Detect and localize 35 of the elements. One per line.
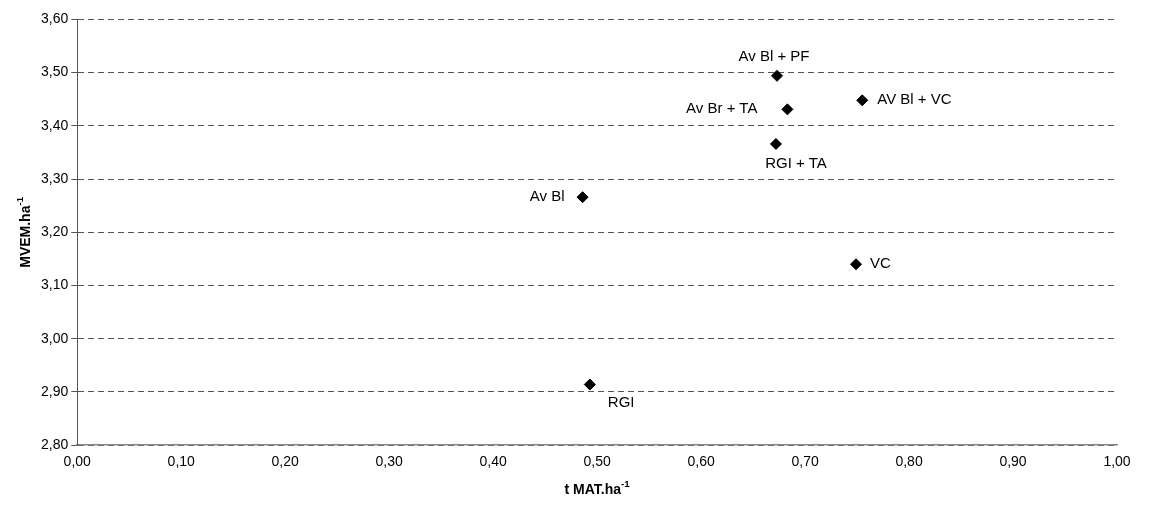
point	[583, 378, 596, 391]
point	[856, 94, 869, 107]
x-tick-label: 0,90	[999, 453, 1027, 470]
annotation: RGI + TA	[765, 154, 827, 172]
x-tick-label: 0,10	[167, 453, 196, 470]
annotation: RGI	[607, 392, 635, 410]
point	[850, 258, 863, 271]
y-tick-label: 3,50	[41, 63, 69, 80]
x-tick-label: 0,30	[375, 453, 404, 470]
x-tick-label: 1,00	[1103, 453, 1131, 470]
y-tick-label: 3,60	[41, 10, 69, 27]
annotation: Av Bl + PF	[738, 46, 810, 64]
point	[576, 191, 589, 204]
x-tick-label: 0,70	[791, 453, 819, 470]
y-tick-label: 3,00	[41, 329, 69, 346]
annotation: Av Bl	[529, 187, 565, 205]
annotation: VC	[870, 254, 892, 272]
annotation: Av Br + TA	[686, 99, 758, 117]
x-tick-label: 0,60	[687, 453, 715, 470]
y-tick-label: 3,20	[41, 223, 69, 240]
y-tick-label: 3,10	[41, 276, 69, 293]
x-tick-label: 0,20	[271, 453, 300, 470]
y-axis-title: MVEM.ha-1	[14, 196, 33, 268]
y-tick-label: 2,80	[41, 436, 69, 453]
x-tick-label: 0,80	[895, 453, 923, 470]
y-tick-label: 3,40	[41, 116, 69, 133]
x-tick-label: 0,40	[479, 453, 507, 470]
y-tick-label: 2,90	[41, 382, 69, 399]
point	[781, 103, 794, 116]
y-tick-label: 3,30	[41, 169, 69, 186]
annotation: AV Bl + VC	[877, 90, 952, 108]
x-tick-label: 0,00	[63, 453, 92, 470]
x-tick-label: 0,50	[583, 453, 611, 470]
point	[769, 137, 782, 150]
point	[771, 69, 783, 82]
